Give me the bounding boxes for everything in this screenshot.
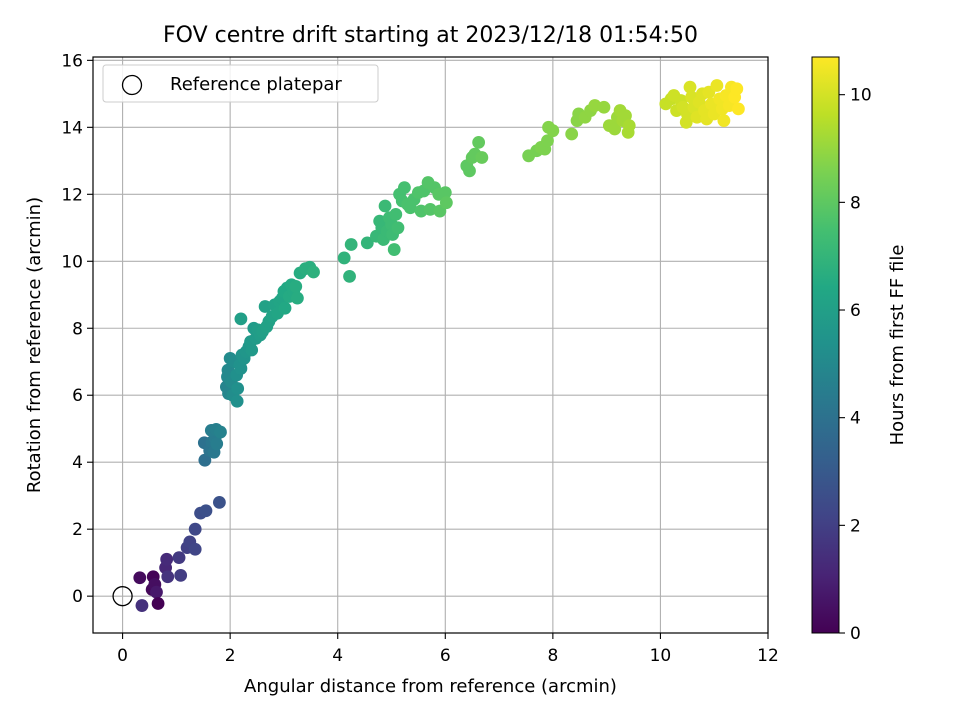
x-tick-label: 4 <box>332 646 343 666</box>
colorbar-tick-label: 6 <box>850 301 861 321</box>
data-point <box>210 437 224 451</box>
y-ticks: 0 2 4 6 8 10 12 14 16 <box>61 51 93 607</box>
data-point <box>258 300 272 313</box>
data-point <box>231 382 245 395</box>
plot-frame <box>92 56 769 634</box>
data-point <box>389 207 403 221</box>
colorbar-tick-label: 4 <box>850 409 861 429</box>
data-point <box>212 495 226 509</box>
y-tick-label: 14 <box>61 118 83 138</box>
legend-reference-icon <box>121 74 143 96</box>
x-tick-label: 12 <box>757 646 779 666</box>
data-points <box>133 79 745 612</box>
legend: Reference platepar <box>102 64 379 103</box>
y-tick-label: 2 <box>72 520 83 540</box>
data-point <box>230 394 244 408</box>
data-point <box>172 551 186 565</box>
data-point <box>307 265 320 279</box>
x-axis-label: Angular distance from reference (arcmin) <box>244 676 617 697</box>
x-tick-label: 8 <box>547 646 558 666</box>
data-point <box>391 221 405 235</box>
legend-entry-reference: Reference platepar <box>170 74 342 95</box>
colorbar-tick-label: 2 <box>850 516 861 536</box>
y-tick-label: 0 <box>72 587 83 607</box>
data-point <box>730 82 744 96</box>
data-point <box>135 599 149 612</box>
data-point <box>597 100 611 114</box>
data-point <box>343 269 356 283</box>
colorbar <box>811 56 840 634</box>
data-point <box>439 196 453 210</box>
y-axis-label: Rotation from reference (arcmin) <box>24 197 45 493</box>
x-tick-label: 2 <box>225 646 236 666</box>
x-ticks: 0 2 4 6 8 10 12 <box>117 633 779 666</box>
data-point <box>161 570 175 584</box>
x-tick-label: 0 <box>117 646 128 666</box>
data-point <box>541 134 554 148</box>
data-point <box>174 569 188 582</box>
data-point <box>234 312 248 326</box>
x-tick-label: 6 <box>440 646 451 666</box>
data-point <box>234 362 248 375</box>
y-tick-label: 8 <box>72 319 83 339</box>
legend-box <box>102 64 379 103</box>
data-point <box>199 504 213 518</box>
data-point <box>337 251 351 265</box>
data-point <box>133 571 147 585</box>
data-point <box>150 585 163 599</box>
data-point <box>160 552 174 566</box>
data-point <box>188 542 202 556</box>
data-point <box>378 199 392 213</box>
data-point <box>608 122 622 136</box>
y-tick-label: 10 <box>61 252 83 272</box>
data-point <box>278 301 292 315</box>
colorbar-ticks: 0 2 4 6 8 10 <box>839 86 872 644</box>
data-point <box>423 202 437 216</box>
data-point <box>245 343 259 357</box>
y-tick-label: 12 <box>61 185 83 205</box>
data-point <box>188 522 202 536</box>
data-point <box>360 236 374 250</box>
colorbar-label: Hours from first FF file <box>887 245 908 446</box>
data-point <box>683 80 697 94</box>
data-point <box>472 135 486 149</box>
grid-lines <box>93 57 769 633</box>
data-point <box>732 102 745 116</box>
data-point <box>198 453 212 467</box>
data-point <box>344 238 358 251</box>
y-tick-label: 4 <box>72 453 83 473</box>
data-point <box>214 425 227 439</box>
data-point <box>546 124 560 138</box>
data-point <box>151 597 165 610</box>
colorbar-tick-label: 0 <box>850 624 861 644</box>
data-point <box>619 109 632 123</box>
data-point <box>438 186 452 200</box>
y-tick-label: 6 <box>72 386 83 406</box>
data-point <box>387 243 401 256</box>
data-point <box>290 291 304 305</box>
y-tick-label: 16 <box>61 51 83 71</box>
colorbar-tick-label: 8 <box>850 193 861 213</box>
colorbar-tick-label: 10 <box>850 86 872 106</box>
data-point <box>710 79 724 92</box>
reference-platepar-marker <box>112 586 133 607</box>
data-point <box>565 127 579 141</box>
chart-title: FOV centre drift starting at 2023/12/18 … <box>163 23 698 48</box>
data-point <box>622 119 636 133</box>
data-point <box>289 279 303 293</box>
x-tick-label: 10 <box>650 646 672 666</box>
data-point <box>398 181 411 195</box>
data-point <box>717 114 731 128</box>
data-point <box>475 151 489 164</box>
data-point <box>463 164 476 178</box>
